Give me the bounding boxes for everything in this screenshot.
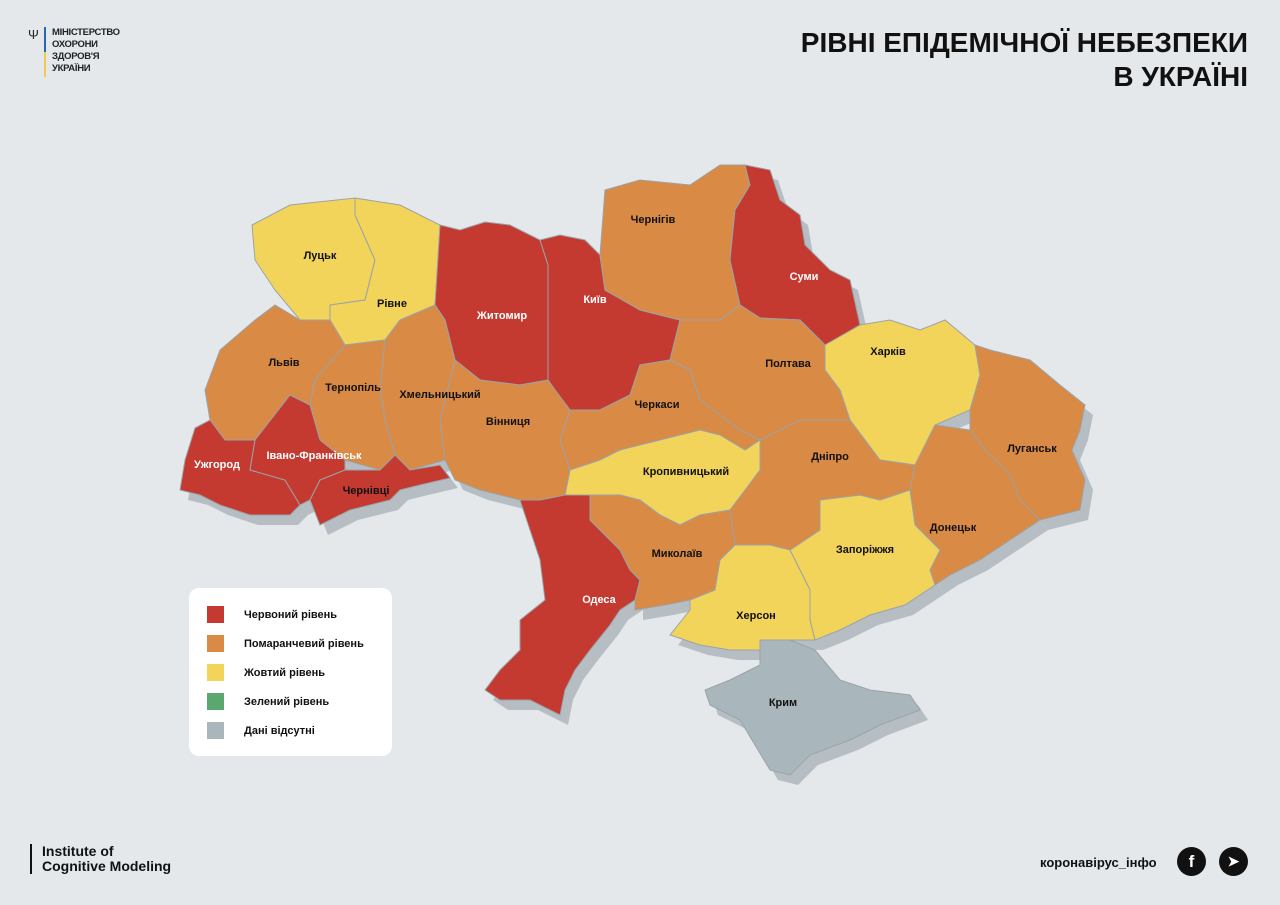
legend-item-red: Червоний рівень: [207, 600, 392, 629]
logo-line: УКРАЇНИ: [52, 63, 91, 74]
region-orange: [969, 344, 1086, 521]
institute-logo: Institute of Cognitive Modeling: [30, 844, 171, 874]
legend: Червоний рівень Помаранчевий рівень Жовт…: [189, 588, 392, 756]
region-label: Івано-Франківськ: [266, 450, 362, 462]
region-label: Тернопіль: [325, 382, 381, 394]
legend-label: Дані відсутні: [244, 724, 315, 737]
legend-label: Жовтий рівень: [244, 666, 326, 679]
region-label: Запоріжжя: [836, 544, 894, 556]
region-label: Суми: [790, 271, 819, 283]
logo-line: ОХОРОНИ: [52, 39, 98, 50]
region-label: Хмельницький: [399, 389, 480, 401]
telegram-icon[interactable]: ➤: [1219, 847, 1248, 876]
legend-swatch: [207, 664, 224, 681]
trident-icon: Ψ: [28, 27, 39, 42]
legend-label: Зелений рівень: [244, 695, 330, 708]
logo-divider: [44, 27, 46, 77]
ministry-logo: Ψ МІНІСТЕРСТВО ОХОРОНИ ЗДОРОВ'Я УКРАЇНИ: [28, 27, 120, 77]
legend-swatch: [207, 606, 224, 623]
region-label: Миколаїв: [652, 548, 703, 560]
legend-label: Помаранчевий рівень: [244, 637, 364, 650]
region-red: [309, 454, 451, 526]
logo-line: МІНІСТЕРСТВО: [52, 27, 120, 38]
site-name: коронавірус_інфо: [1040, 855, 1157, 870]
region-gray: [704, 639, 921, 776]
page-title: РІВНІ ЕПІДЕМІЧНОЇ НЕБЕЗПЕКИ В УКРАЇНІ: [801, 26, 1248, 94]
region-label: Чернівці: [343, 485, 390, 497]
region-label: Полтава: [765, 358, 811, 370]
legend-swatch: [207, 635, 224, 652]
region-red: [179, 419, 301, 516]
region-yellow: [669, 544, 816, 651]
legend-swatch: [207, 693, 224, 710]
region-label: Луцьк: [304, 250, 337, 262]
region-label: Житомир: [476, 310, 527, 322]
region-label: Крим: [769, 697, 797, 709]
region-orange: [599, 164, 751, 321]
region-label: Київ: [583, 294, 607, 306]
legend-swatch: [207, 722, 224, 739]
region-label: Ужгород: [194, 459, 240, 471]
region-label: Кропивницький: [643, 466, 729, 478]
legend-item-orange: Помаранчевий рівень: [207, 629, 392, 658]
region-label: Донецьк: [930, 522, 977, 534]
region-label: Харків: [870, 346, 906, 358]
region-label: Херсон: [736, 610, 776, 622]
title-line-2: В УКРАЇНІ: [1113, 61, 1248, 92]
region-label: Черкаси: [634, 399, 679, 411]
legend-item-green: Зелений рівень: [207, 687, 392, 716]
logo-line: ЗДОРОВ'Я: [52, 51, 100, 62]
legend-label: Червоний рівень: [244, 608, 338, 621]
region-label: Львів: [268, 357, 299, 369]
facebook-icon[interactable]: f: [1177, 847, 1206, 876]
region-label: Луганськ: [1007, 443, 1057, 455]
institute-line-1: Institute of: [42, 843, 114, 859]
region-label: Дніпро: [811, 451, 849, 463]
institute-line-2: Cognitive Modeling: [42, 858, 172, 874]
region-label: Вінниця: [486, 416, 530, 428]
legend-item-gray: Дані відсутні: [207, 716, 392, 745]
region-label: Чернігів: [631, 214, 676, 226]
legend-item-yellow: Жовтий рівень: [207, 658, 392, 687]
region-label: Рівне: [377, 298, 407, 310]
region-label: Одеса: [582, 594, 616, 606]
title-line-1: РІВНІ ЕПІДЕМІЧНОЇ НЕБЕЗПЕКИ: [800, 27, 1248, 58]
